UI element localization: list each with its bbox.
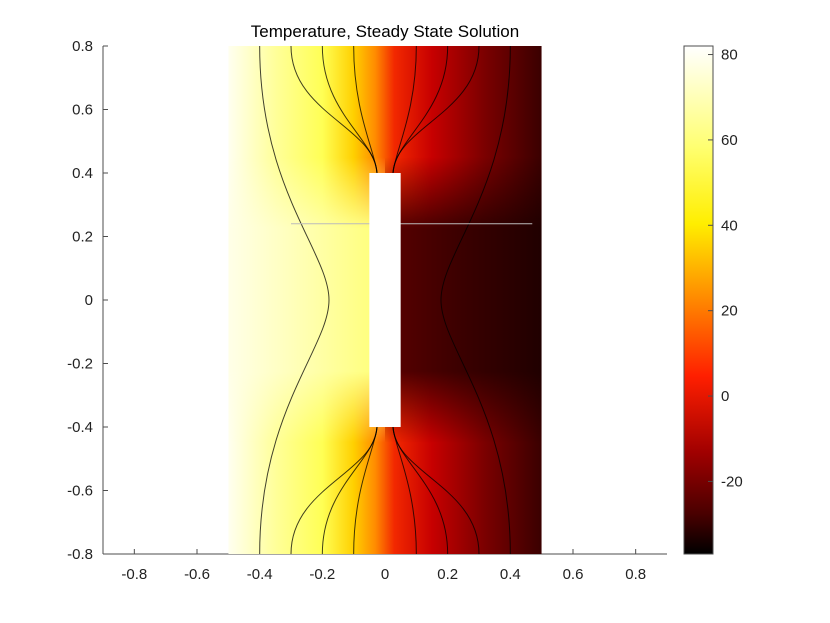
plot-axes: -0.8 -0.6 -0.4 -0.2 0 0.2 0.4 0.6 0.8 0.80.60.40… [67,38,667,583]
colorbar-tick-label: 60 [721,132,738,149]
y-tick-label: 0.8 [72,38,93,55]
chart-title: Temperature, Steady State Solution [251,22,519,41]
colorbar-tick-label: 40 [721,217,738,234]
x-tick-label: -0.6 [184,566,210,583]
colorbar-tick-label: -20 [721,473,743,490]
contour-lines [259,46,511,554]
x-tick-group: -0.8 -0.6 -0.4 -0.2 0 0.2 0.4 0.6 0.8 [121,549,646,583]
y-tick-label: -0.6 [67,483,93,500]
y-tick-label: -0.4 [67,419,93,436]
y-tick-label: -0.2 [67,356,93,373]
x-tick-label: -0.4 [247,566,273,583]
contour-line [392,426,480,554]
x-tick-label: 0 [381,566,389,583]
contour-line [392,46,480,174]
x-tick-label: -0.8 [121,566,147,583]
x-tick-label: 0.4 [500,566,521,583]
colorbar-tick-label: 0 [721,388,729,405]
contour-line [353,46,378,174]
y-tick-label: 0.6 [72,102,93,119]
colorbar-tick-group: 80 60 40 20 0 -20 [708,47,743,490]
x-tick-label: 0.6 [563,566,584,583]
colorbar: 80 60 40 20 0 -20 [683,45,743,555]
colorbar-tick-label: 80 [721,47,738,64]
contour-line [440,46,511,554]
y-tick-group: 0.8 0.6 0.4 0.2 0 -0.2 -0.4 -0.6 -0.8 [67,38,108,563]
y-tick-label: 0 [85,292,93,309]
x-tick-label: -0.2 [309,566,335,583]
y-tick-label: 0.4 [72,165,93,182]
x-tick-label: 0.2 [437,566,458,583]
y-tick-label: -0.8 [67,546,93,563]
x-tick-label: 0.8 [625,566,646,583]
colorbar-tick-label: 20 [721,303,738,320]
colorbar-gradient [683,45,714,555]
contour-line [353,426,378,554]
y-tick-label: 0.2 [72,229,93,246]
contour-line [259,46,330,554]
slot-hole [369,173,401,427]
